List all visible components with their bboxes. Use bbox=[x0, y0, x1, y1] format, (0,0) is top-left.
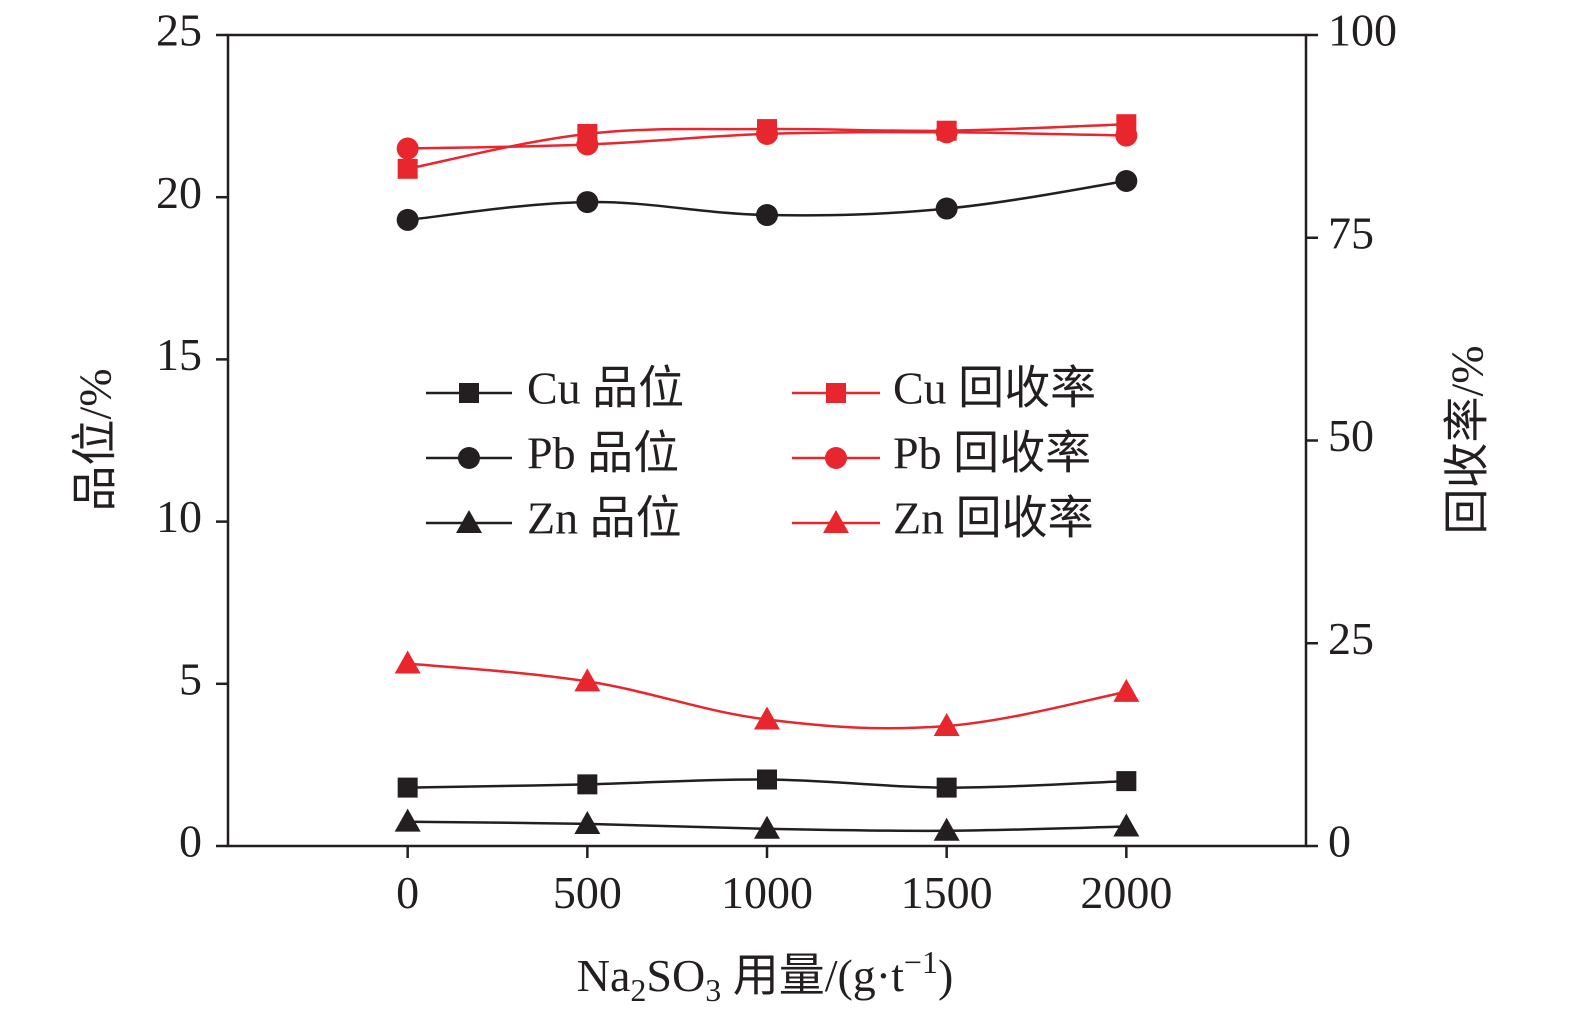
series-5-point bbox=[576, 133, 599, 156]
legend-swatch-marker bbox=[826, 383, 846, 403]
series-1-point bbox=[397, 777, 418, 798]
series-6-point bbox=[754, 706, 780, 730]
series-2-point bbox=[935, 197, 958, 220]
legend-label: Zn 品位 bbox=[527, 493, 682, 544]
legend-label: Pb 回收率 bbox=[893, 428, 1091, 479]
legend-label: Pb 品位 bbox=[527, 428, 679, 479]
series-2-point bbox=[396, 208, 419, 231]
legend: Cu 品位 Pb 品位 Zn 品位 Cu 回收率 Pb 回收率 Zn 回收率 bbox=[426, 363, 1096, 544]
series-6-point bbox=[394, 650, 421, 674]
y-left-tick-label: 5 bbox=[179, 653, 202, 704]
series-5-point bbox=[756, 122, 778, 145]
series-markers bbox=[394, 114, 1140, 841]
y-left-tick-label: 15 bbox=[156, 329, 202, 380]
series-1-point bbox=[936, 777, 957, 798]
series-5-point bbox=[1115, 124, 1138, 147]
x-axis-title: Na2SO3 用量/(g·t−1) bbox=[577, 944, 954, 1008]
series-6-point bbox=[933, 712, 960, 736]
series-3-point bbox=[394, 808, 421, 832]
y-left-tick-label: 25 bbox=[156, 5, 202, 56]
x-tick-label: 1000 bbox=[721, 867, 813, 918]
x-title-unit-open: 用量/(g·t bbox=[721, 950, 904, 1001]
series-3-point bbox=[754, 815, 780, 839]
legend-swatch-marker bbox=[456, 510, 482, 533]
x-title-prefix: Na bbox=[577, 950, 631, 1001]
series-2-point bbox=[756, 204, 778, 227]
series-4-point bbox=[397, 158, 418, 179]
legend-label: Cu 回收率 bbox=[893, 363, 1096, 414]
series-5-point bbox=[935, 121, 958, 144]
x-title-sup: −1 bbox=[904, 944, 938, 980]
y-right-tick-label: 25 bbox=[1328, 613, 1374, 664]
series-5-point bbox=[396, 137, 419, 160]
series-2-point bbox=[576, 191, 599, 214]
series-3-point bbox=[1113, 813, 1140, 837]
series-1-point bbox=[757, 769, 777, 790]
series-3-point bbox=[933, 817, 960, 841]
y-right-tick-label: 50 bbox=[1328, 410, 1374, 461]
legend-swatch-marker bbox=[823, 510, 849, 533]
x-title-sub2: 3 bbox=[705, 972, 721, 1008]
y-left-tick-label: 20 bbox=[156, 167, 202, 218]
axis-ticks: 0 500 1000 1500 2000 0 5 10 15 20 25 0 25 50 75 100 bbox=[156, 5, 1397, 918]
y-left-tick-label: 10 bbox=[156, 491, 202, 542]
series-1-point bbox=[1116, 771, 1137, 792]
legend-label: Zn 回收率 bbox=[893, 493, 1094, 544]
x-title-sub1: 2 bbox=[630, 972, 646, 1008]
series-6-point bbox=[574, 668, 601, 692]
x-title-mid: SO bbox=[646, 950, 705, 1001]
series-2-point bbox=[1115, 169, 1138, 192]
x-tick-label: 1500 bbox=[901, 867, 993, 918]
y-axis-right-title: 回收率/% bbox=[1442, 345, 1493, 534]
series-6-point bbox=[1113, 678, 1140, 702]
y-right-tick-label: 75 bbox=[1328, 207, 1374, 258]
y-right-tick-label: 0 bbox=[1328, 816, 1351, 867]
y-left-tick-label: 0 bbox=[179, 816, 202, 867]
y-axis-left-title: 品位/% bbox=[70, 368, 121, 511]
y-right-tick-label: 100 bbox=[1328, 5, 1397, 56]
legend-swatch-marker bbox=[459, 383, 479, 403]
legend-swatch-marker bbox=[458, 447, 480, 469]
x-tick-label: 500 bbox=[553, 867, 622, 918]
x-tick-label: 2000 bbox=[1080, 867, 1172, 918]
legend-label: Cu 品位 bbox=[527, 363, 684, 414]
x-title-unit-close: ) bbox=[938, 950, 953, 1001]
series-3-point bbox=[574, 810, 601, 834]
series-1-point bbox=[577, 774, 598, 795]
x-tick-label: 0 bbox=[396, 867, 419, 918]
legend-swatch-marker bbox=[825, 447, 847, 469]
